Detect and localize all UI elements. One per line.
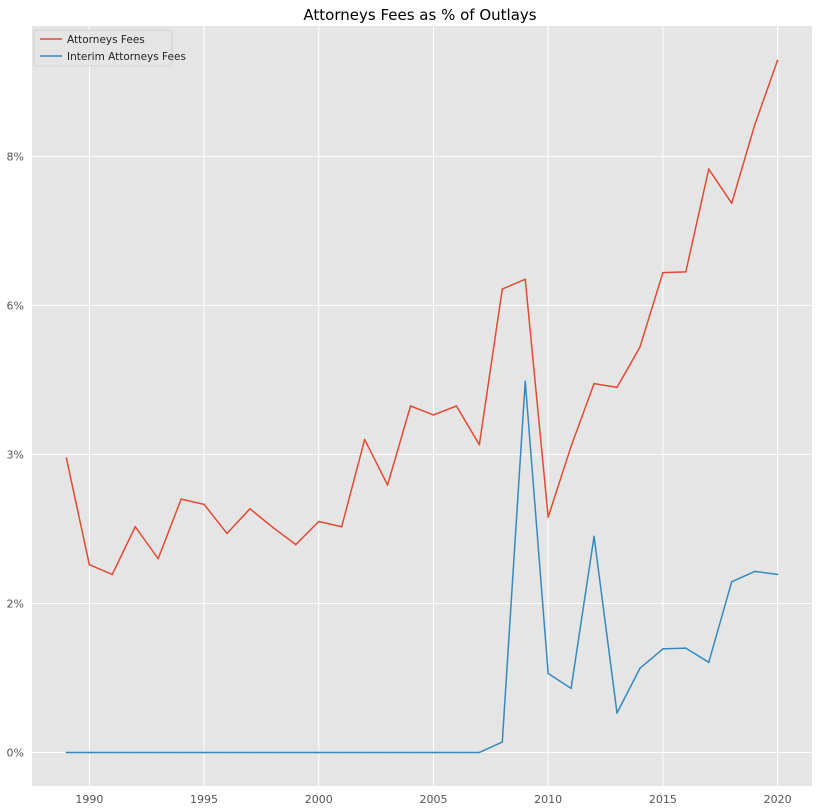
data-point-interim-attorneys-fees-1998	[272, 751, 274, 754]
data-point-interim-attorneys-fees-2002	[363, 751, 366, 754]
x-tick-label-2015: 2015	[649, 793, 677, 806]
data-point-interim-attorneys-fees-2013	[616, 712, 618, 714]
y-tick-label-4: 8%	[7, 150, 24, 163]
data-point-interim-attorneys-fees-2015	[662, 648, 664, 650]
data-point-attorneys-fees-2008	[501, 288, 504, 290]
x-tick-label-2020: 2020	[764, 793, 792, 806]
data-point-attorneys-fees-2002	[363, 438, 366, 441]
data-point-interim-attorneys-fees-2007	[478, 751, 481, 754]
plot-background	[32, 26, 812, 786]
data-point-interim-attorneys-fees-1993	[157, 751, 159, 754]
series-line-interim-attorneys-fees	[66, 380, 778, 754]
series-lines	[65, 59, 779, 754]
data-point-interim-attorneys-fees-2011	[570, 687, 572, 690]
data-point-attorneys-fees-1999	[295, 543, 297, 546]
x-tick-label-2010: 2010	[534, 793, 562, 806]
x-tick-label-2000: 2000	[305, 793, 333, 806]
data-point-attorneys-fees-1990	[88, 563, 91, 566]
data-point-attorneys-fees-2011	[570, 445, 572, 448]
data-point-interim-attorneys-fees-2005	[432, 751, 435, 754]
data-point-interim-attorneys-fees-1989	[65, 751, 68, 754]
x-tick-label-1990: 1990	[75, 793, 103, 806]
data-point-interim-attorneys-fees-1990	[88, 751, 91, 754]
y-tick-label-2: 3%	[7, 448, 24, 461]
data-point-attorneys-fees-2009	[524, 278, 527, 281]
data-point-attorneys-fees-1997	[249, 508, 251, 510]
data-point-interim-attorneys-fees-2009	[524, 380, 527, 383]
data-point-attorneys-fees-2016	[685, 271, 687, 273]
data-point-attorneys-fees-1993	[157, 557, 159, 560]
data-point-interim-attorneys-fees-2016	[685, 647, 687, 649]
x-tick-label-2005: 2005	[419, 793, 447, 806]
data-point-attorneys-fees-2018	[730, 202, 733, 205]
data-point-attorneys-fees-2010	[547, 516, 549, 518]
x-tick-label-1995: 1995	[190, 793, 218, 806]
data-point-attorneys-fees-1992	[134, 525, 137, 528]
data-point-attorneys-fees-2005	[432, 414, 435, 416]
data-point-attorneys-fees-1991	[111, 573, 114, 576]
data-point-interim-attorneys-fees-1997	[249, 751, 251, 754]
data-point-attorneys-fees-2019	[753, 124, 756, 126]
data-point-attorneys-fees-2014	[639, 346, 641, 348]
data-point-attorneys-fees-1989	[65, 457, 68, 459]
data-point-interim-attorneys-fees-2017	[707, 661, 710, 664]
data-point-interim-attorneys-fees-2004	[409, 751, 412, 754]
data-point-attorneys-fees-2003	[386, 484, 389, 486]
data-point-interim-attorneys-fees-2014	[639, 667, 641, 670]
data-point-attorneys-fees-2004	[409, 405, 412, 407]
data-point-interim-attorneys-fees-2010	[547, 672, 549, 675]
data-point-attorneys-fees-2001	[340, 525, 343, 528]
data-point-attorneys-fees-1998	[272, 526, 274, 529]
data-point-attorneys-fees-1996	[226, 532, 228, 535]
legend-label-interim-attorneys-fees: Interim Attorneys Fees	[67, 51, 186, 63]
data-point-interim-attorneys-fees-2018	[730, 581, 733, 583]
y-tick-label-3: 6%	[7, 299, 24, 312]
data-point-interim-attorneys-fees-2012	[593, 535, 595, 538]
data-point-interim-attorneys-fees-2006	[455, 751, 458, 754]
data-point-attorneys-fees-2006	[455, 405, 458, 407]
data-point-interim-attorneys-fees-1991	[111, 751, 114, 754]
data-point-interim-attorneys-fees-1996	[226, 751, 228, 754]
axis-ticks: 1990 1995 2000 2005 2010 2015 2020 0% 2% 3% 6% 8%	[7, 150, 792, 806]
data-point-attorneys-fees-1995	[203, 503, 205, 506]
data-point-interim-attorneys-fees-2000	[317, 751, 320, 754]
data-point-attorneys-fees-2007	[478, 443, 481, 446]
data-point-interim-attorneys-fees-2019	[753, 570, 756, 573]
data-point-interim-attorneys-fees-1992	[134, 751, 137, 754]
data-point-attorneys-fees-2017	[707, 168, 710, 170]
data-point-interim-attorneys-fees-1994	[180, 751, 182, 754]
data-point-attorneys-fees-2012	[593, 382, 595, 385]
data-point-attorneys-fees-2015	[662, 271, 664, 274]
grid	[32, 26, 812, 786]
legend: Attorneys Fees Interim Attorneys Fees	[33, 29, 186, 67]
series-line-attorneys-fees	[65, 60, 779, 576]
data-point-interim-attorneys-fees-2020	[776, 573, 779, 576]
data-point-interim-attorneys-fees-2003	[386, 751, 389, 754]
y-tick-label-1: 2%	[7, 597, 24, 610]
legend-box	[33, 29, 173, 67]
chart-title: Attorneys Fees as % of Outlays	[303, 6, 536, 24]
data-point-attorneys-fees-2020	[776, 59, 779, 62]
data-point-interim-attorneys-fees-2008	[501, 741, 504, 743]
data-point-attorneys-fees-1994	[180, 498, 182, 500]
y-tick-label-0: 0%	[7, 746, 24, 759]
data-point-interim-attorneys-fees-2001	[340, 751, 343, 754]
data-point-interim-attorneys-fees-1999	[295, 751, 297, 754]
legend-label-attorneys-fees: Attorneys Fees	[67, 34, 145, 46]
data-point-interim-attorneys-fees-1995	[203, 751, 205, 754]
data-point-attorneys-fees-2000	[317, 520, 320, 523]
data-point-attorneys-fees-2013	[616, 386, 618, 389]
